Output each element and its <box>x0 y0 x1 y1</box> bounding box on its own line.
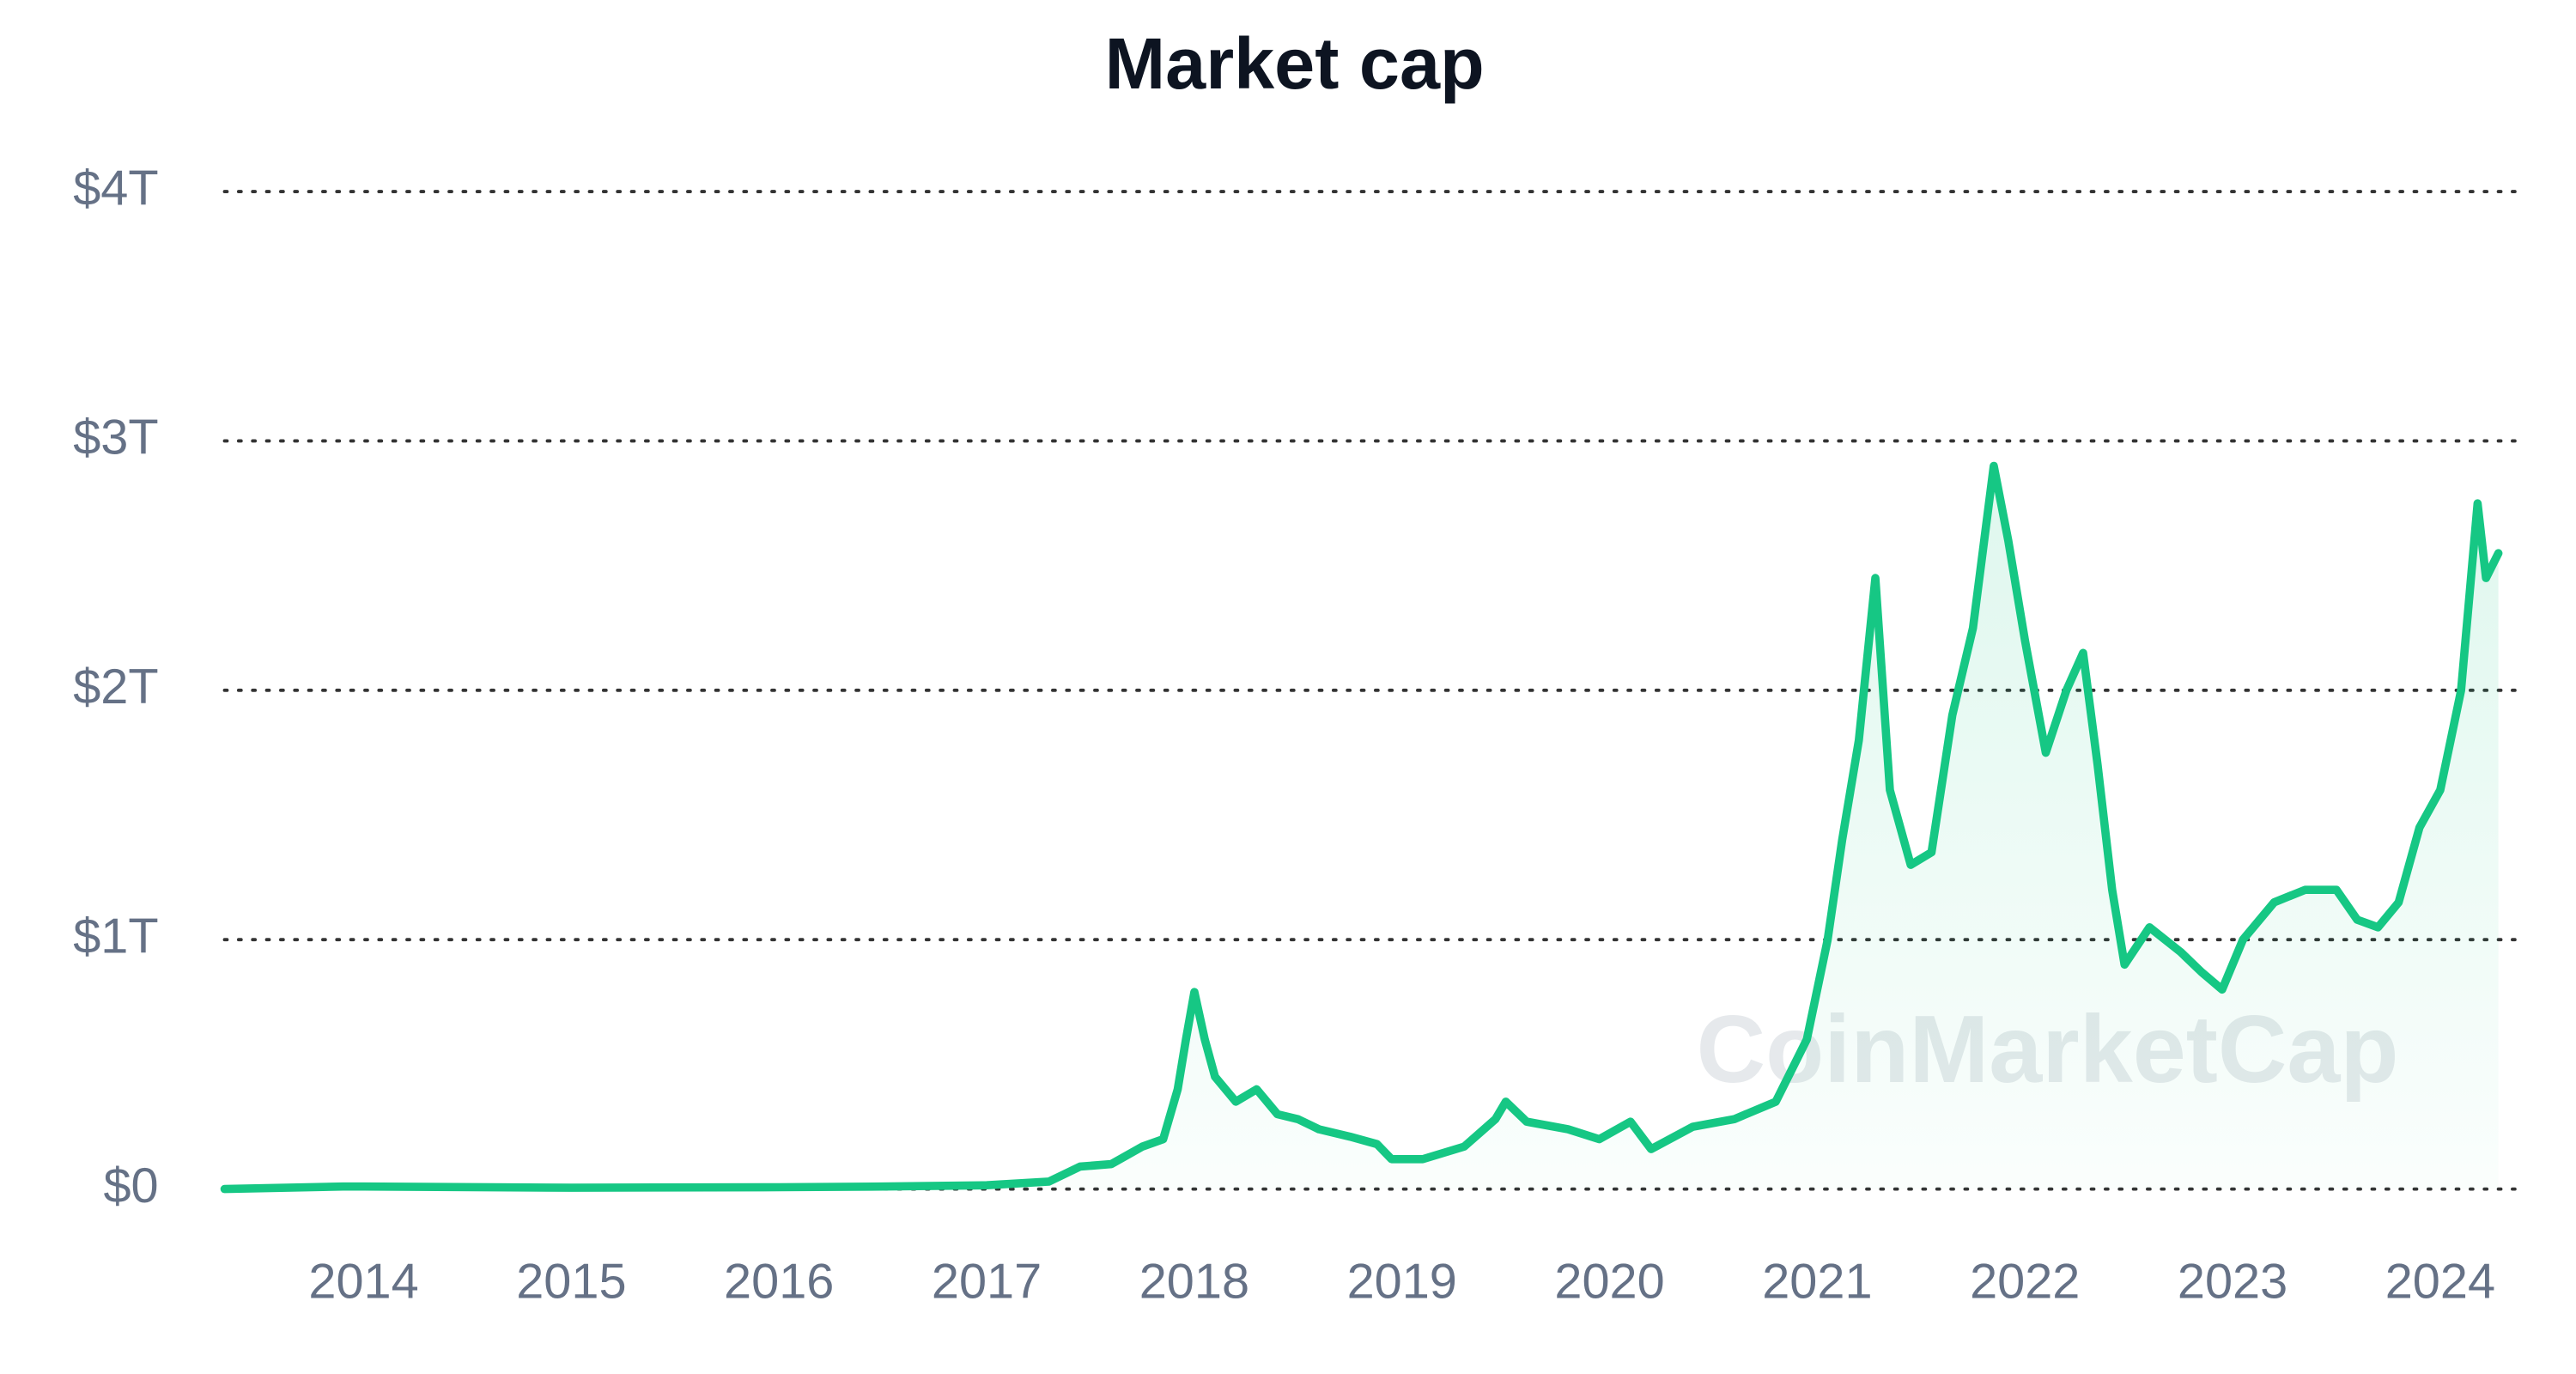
x-tick-label: 2017 <box>932 1254 1042 1309</box>
x-tick-label: 2020 <box>1554 1254 1664 1309</box>
x-tick-label: 2024 <box>2385 1254 2495 1309</box>
x-tick-label: 2016 <box>724 1254 834 1309</box>
x-tick-label: 2015 <box>516 1254 626 1309</box>
area <box>224 465 2499 1189</box>
x-tick-label: 2018 <box>1139 1254 1249 1309</box>
x-tick-label: 2023 <box>2178 1254 2287 1309</box>
chart-title: Market cap <box>1105 22 1485 104</box>
y-tick-label: $4T <box>73 161 158 216</box>
x-tick-label: 2022 <box>1970 1254 2080 1309</box>
line <box>220 461 2503 1194</box>
x-tick-label: 2021 <box>1762 1254 1872 1309</box>
y-tick-label: $0 <box>103 1158 158 1213</box>
x-tick-label: 2019 <box>1347 1254 1457 1309</box>
y-tick-label: $2T <box>73 660 158 714</box>
y-tick-label: $3T <box>73 410 158 465</box>
y-tick-label: $1T <box>73 909 158 964</box>
x-tick-label: 2014 <box>308 1254 418 1309</box>
